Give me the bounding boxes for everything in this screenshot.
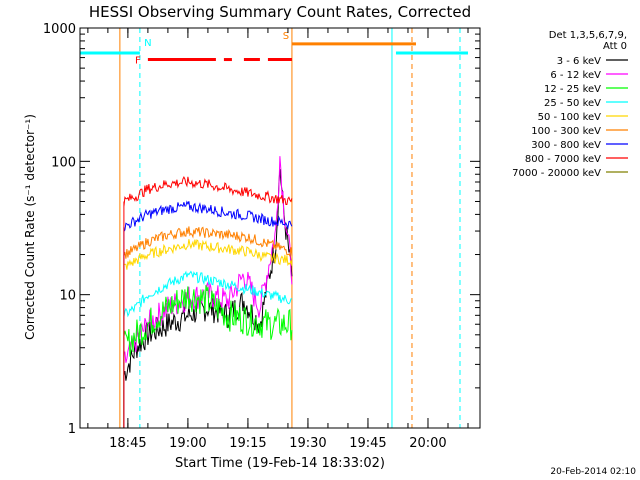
plot-frame [79, 27, 481, 429]
legend-entry-label: 100 - 300 keV [531, 126, 601, 137]
legend-entry-label: 800 - 7000 keV [525, 154, 601, 165]
y-tick-label: 10 [59, 289, 76, 304]
x-tick-label: 19:15 [229, 436, 266, 451]
legend-entry-label: 7000 - 20000 keV [512, 168, 601, 179]
x-axis-label: Start Time (19-Feb-14 18:33:02) [175, 456, 385, 471]
series-line [123, 239, 293, 428]
legend-entry-label: 6 - 12 keV [550, 70, 601, 81]
flag-label-F: F [135, 56, 141, 67]
series-line [123, 176, 293, 428]
series-line [123, 285, 293, 428]
flag-label-N: N [144, 38, 151, 49]
legend-entry-label: 12 - 25 keV [544, 84, 601, 95]
y-tick-label: 1000 [43, 22, 76, 37]
y-axis-label: Corrected Count Rate (s⁻¹ detector⁻¹) [23, 114, 37, 340]
y-tick-label: 1 [68, 422, 76, 437]
flag-label-S: S [283, 31, 289, 42]
x-tick-label: 19:00 [169, 436, 206, 451]
series-line [123, 270, 293, 428]
series-line [123, 226, 293, 428]
x-tick-label: 19:45 [349, 436, 386, 451]
legend-entry-label: 3 - 6 keV [557, 56, 601, 67]
legend-entry-label: 25 - 50 keV [544, 98, 601, 109]
y-tick-label: 100 [51, 155, 76, 170]
legend-entry-label: 300 - 800 keV [531, 140, 601, 151]
legend-entry-label: 50 - 100 keV [538, 112, 602, 123]
x-tick-label: 19:30 [289, 436, 326, 451]
series-line [123, 168, 293, 428]
series-line [123, 200, 293, 428]
x-tick-label: 18:45 [109, 436, 146, 451]
legend-title: Att 0 [603, 41, 627, 52]
x-tick-label: 20:00 [409, 436, 446, 451]
legend-title: Det 1,3,5,6,7,9, [549, 30, 627, 41]
chart-title: HESSI Observing Summary Count Rates, Cor… [89, 3, 471, 21]
timestamp: 20-Feb-2014 02:10 [550, 467, 636, 477]
